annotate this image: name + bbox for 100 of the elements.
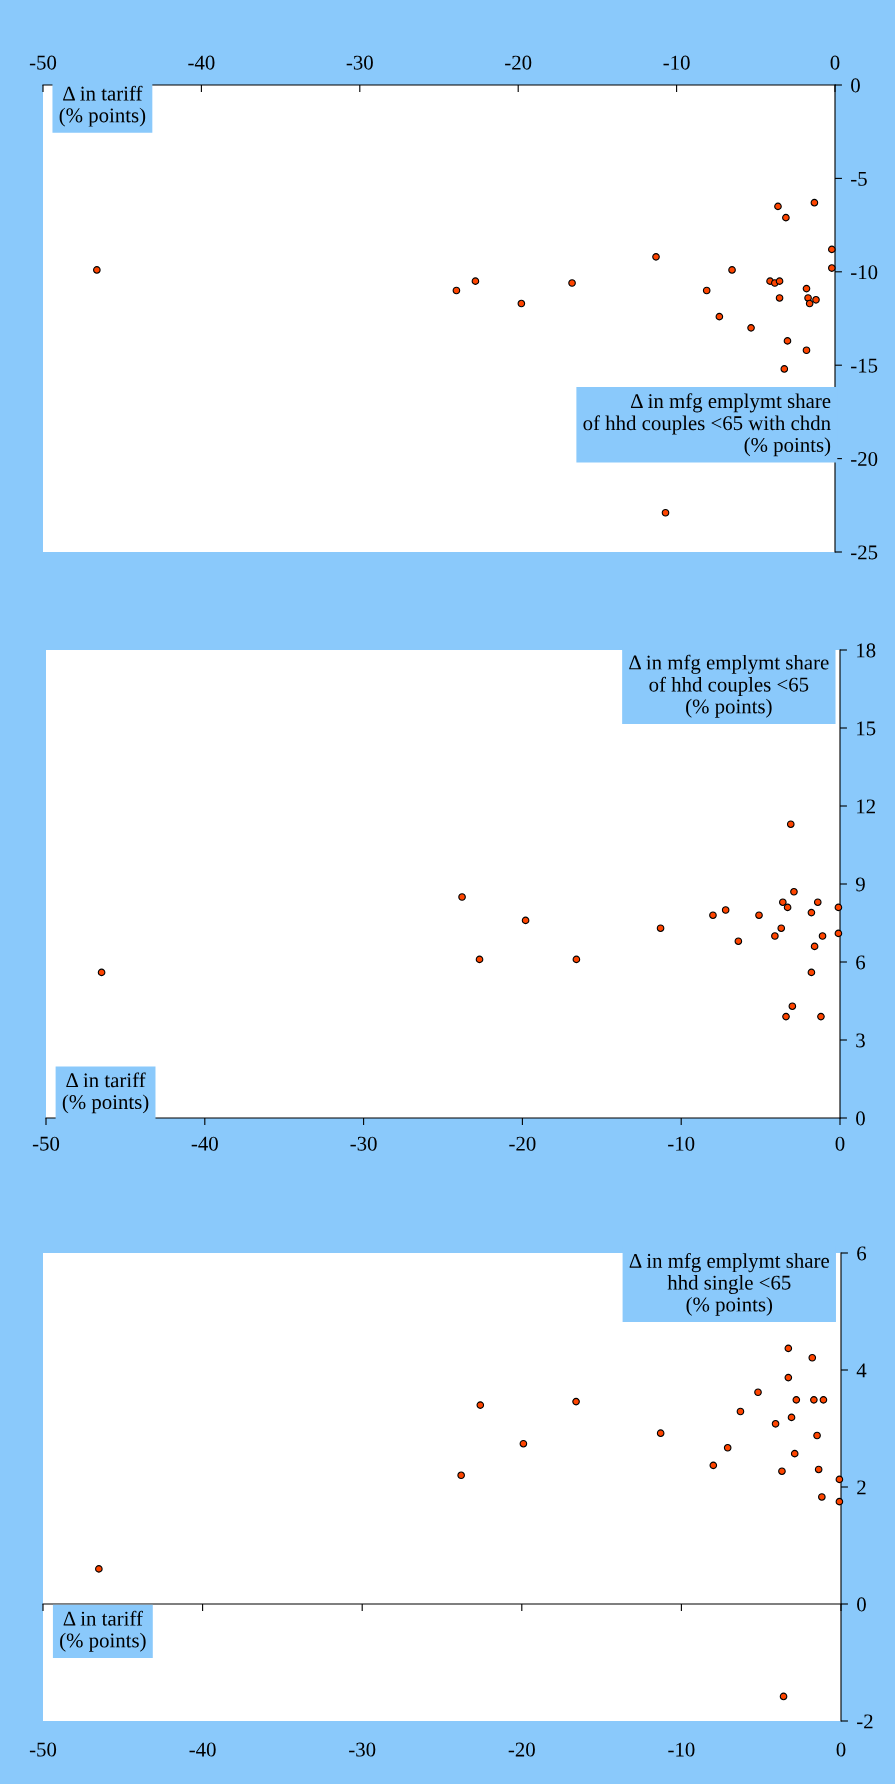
y-tick-label: 9 [855,877,865,892]
y-tick-label: -20 [851,451,878,467]
point [471,277,480,285]
point [709,1461,718,1470]
x-axis-title: Δ in tariff (% points) [59,85,146,127]
point [807,908,816,917]
point [810,198,819,207]
point [786,820,795,829]
point [802,346,811,355]
x-tick-label: -40 [189,1742,216,1757]
point [814,1465,823,1474]
y-tick-label: 0 [851,78,860,93]
point [519,1439,528,1448]
point [802,284,811,293]
y-tick-label: 6 [857,1246,867,1261]
point [777,924,786,933]
point [782,1012,790,1021]
point [476,1401,485,1409]
point [818,1493,826,1501]
x-tick-label: 0 [836,1742,846,1757]
point [475,955,484,964]
point [805,299,814,308]
point [783,337,792,345]
x-tick-label: 0 [835,1136,845,1151]
point [97,968,106,977]
point [819,1396,828,1404]
point [783,903,792,912]
y-tick-label: 4 [856,1363,867,1378]
point [834,903,843,912]
point [788,1002,797,1011]
point [95,1565,103,1573]
y-tick-label: 15 [857,721,876,736]
y-tick-label: 0 [856,1111,865,1126]
y-tick-label: 12 [857,799,875,814]
y-tick-label: -5 [851,171,867,186]
point [517,299,526,308]
x-tick-label: -50 [32,1136,60,1151]
point [656,1429,665,1437]
point [93,266,101,274]
point [818,932,827,940]
point [709,911,717,920]
point [834,929,843,938]
x-tick-label: -50 [29,55,57,70]
point [723,1443,732,1452]
point [736,1407,745,1416]
point [702,286,711,295]
x-tick-label: 0 [830,55,840,70]
point [817,1012,825,1021]
point [656,924,665,933]
point [812,296,820,304]
x-tick-label: -40 [188,55,215,70]
point [828,264,836,272]
x-tick-label: -10 [663,55,690,70]
point [835,1497,844,1506]
point [771,1420,780,1428]
x-tick-label: -30 [350,1136,377,1151]
x-tick-label: -40 [191,1136,218,1151]
point [572,1397,580,1406]
point [779,1692,788,1701]
y-tick-label: -10 [851,265,878,280]
point [572,955,581,964]
point [715,312,724,321]
x-axis-title: Δ in tariff (% points) [62,1072,149,1114]
y-tick-label: 2 [857,1480,866,1495]
point [771,932,779,940]
point [734,937,743,946]
y-axis-title: Δ in mfg emplymt share of hhd couples <65 (% points) [629,654,829,718]
point [652,253,660,261]
x-tick-label: -30 [346,55,373,70]
point [754,1388,762,1397]
point [778,1467,786,1476]
point [828,245,836,254]
point [810,942,819,951]
point [808,1353,817,1362]
point [779,898,787,907]
x-tick-label: -50 [29,1742,57,1757]
point [775,294,784,302]
y-axis-title: Δ in mfg emplymt share of hhd couples <65 with chdn (% points) [583,393,831,457]
point [784,1373,793,1382]
x-tick-label: -30 [349,1742,376,1757]
y-tick-label: -2 [857,1714,873,1729]
x-tick-label: -20 [508,1742,535,1757]
point [784,1344,793,1353]
point [810,1396,818,1404]
point [457,1471,465,1480]
y-axis-title: Δ in mfg emplymt share hhd single <65 (% points) [629,1253,829,1316]
point [804,294,812,302]
x-tick-label: -10 [668,1136,695,1151]
y-tick-label: 3 [856,1033,865,1048]
point [661,508,670,517]
x-tick-label: -20 [505,55,532,70]
point [790,1449,799,1458]
y-tick-label: 6 [856,955,866,970]
point [452,286,461,295]
x-axis-title: Δ in tariff (% points) [60,1610,146,1652]
point [721,906,730,914]
point [782,213,790,222]
point [807,968,816,977]
point [568,279,576,287]
point [728,266,736,274]
